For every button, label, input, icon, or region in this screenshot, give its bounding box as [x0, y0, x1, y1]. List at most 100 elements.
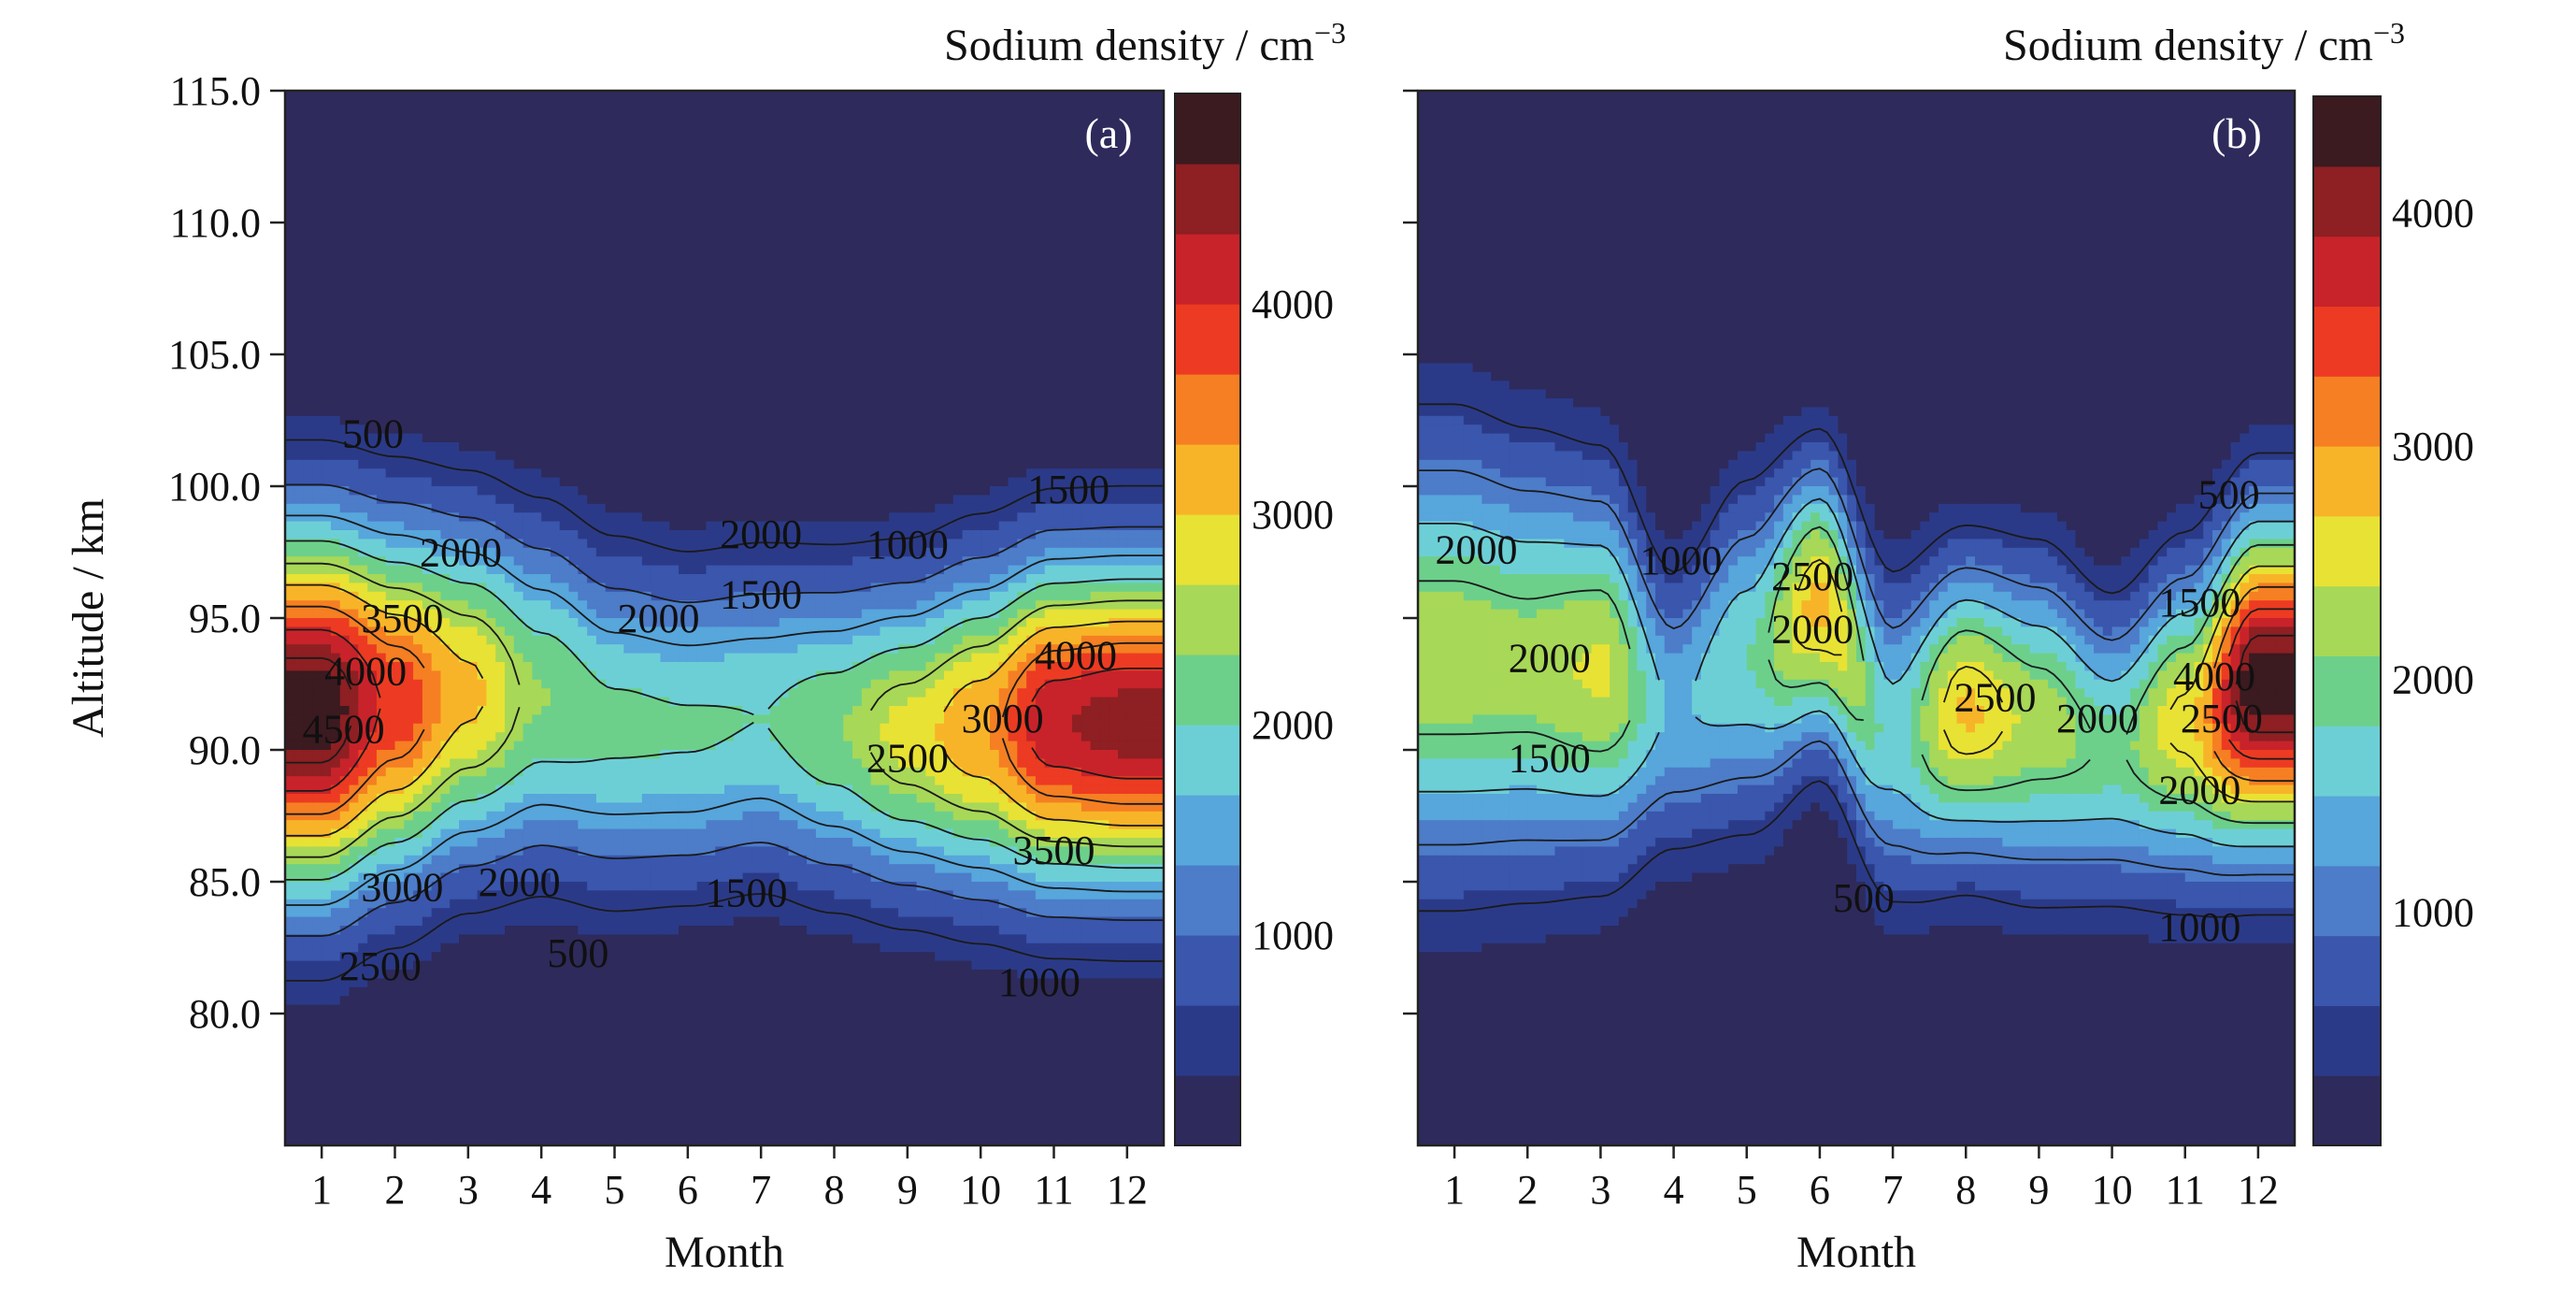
- heatmap-cell: [568, 583, 579, 593]
- heatmap-cell: [293, 890, 305, 900]
- heatmap-cell: [522, 960, 533, 971]
- heatmap-cell: [413, 609, 423, 619]
- heatmap-cell: [293, 293, 305, 303]
- heatmap-cell: [422, 838, 433, 847]
- heatmap-cell: [303, 662, 313, 671]
- heatmap-cell: [339, 1058, 351, 1067]
- heatmap-cell: [568, 882, 579, 891]
- heatmap-cell: [413, 838, 423, 847]
- heatmap-cell: [467, 503, 479, 513]
- heatmap-cell: [339, 354, 351, 364]
- heatmap-cell: [303, 249, 313, 259]
- heatmap-cell: [541, 556, 551, 567]
- heatmap-cell: [358, 890, 368, 900]
- heatmap-cell: [422, 310, 433, 320]
- heatmap-cell: [385, 310, 396, 320]
- heatmap-cell: [467, 899, 479, 909]
- heatmap-cell: [358, 644, 368, 655]
- heatmap-cell: [358, 389, 368, 399]
- heatmap-cell: [385, 960, 396, 971]
- heatmap-cell: [614, 125, 624, 136]
- heatmap-cell: [559, 521, 570, 531]
- heatmap-cell: [422, 899, 433, 909]
- heatmap-cell: [312, 926, 322, 935]
- heatmap-cell: [358, 424, 368, 435]
- heatmap-cell: [404, 117, 414, 127]
- heatmap-cell: [376, 301, 387, 311]
- heatmap-cell: [349, 960, 359, 971]
- heatmap-cell: [450, 697, 460, 707]
- heatmap-cell: [633, 257, 643, 267]
- heatmap-cell: [550, 108, 561, 118]
- heatmap-cell: [522, 530, 533, 540]
- heatmap-cell: [568, 143, 579, 153]
- heatmap-cell: [486, 1128, 496, 1138]
- heatmap-cell: [440, 583, 451, 593]
- heatmap-cell: [376, 741, 387, 751]
- heatmap-cell: [376, 143, 387, 153]
- heatmap-cell: [641, 187, 652, 197]
- heatmap-cell: [339, 882, 351, 891]
- heatmap-cell: [633, 1084, 643, 1094]
- heatmap-cell: [513, 1004, 524, 1014]
- heatmap-cell: [559, 301, 570, 311]
- heatmap-cell: [385, 239, 396, 250]
- heatmap-cell: [293, 767, 305, 777]
- heatmap-cell: [532, 609, 542, 619]
- heatmap-cell: [477, 714, 488, 725]
- heatmap-cell: [431, 1101, 442, 1111]
- heatmap-cell: [467, 354, 479, 364]
- heatmap-cell: [450, 1048, 460, 1058]
- heatmap-cell: [559, 926, 570, 935]
- heatmap-cell: [614, 741, 624, 751]
- heatmap-cell: [404, 1048, 414, 1058]
- heatmap-cell: [285, 776, 295, 786]
- heatmap-cell: [459, 99, 469, 109]
- heatmap-cell: [330, 371, 341, 381]
- heatmap-cell: [312, 960, 322, 971]
- heatmap-cell: [513, 723, 524, 733]
- heatmap-cell: [376, 609, 387, 619]
- heatmap-cell: [358, 407, 368, 417]
- heatmap-cell: [633, 512, 643, 523]
- heatmap-cell: [440, 706, 451, 715]
- heatmap-cell: [312, 547, 322, 557]
- heatmap-cell: [522, 301, 533, 311]
- heatmap-cell: [633, 723, 643, 733]
- heatmap-cell: [394, 108, 405, 118]
- heatmap-cell: [522, 565, 533, 575]
- heatmap-cell: [367, 1092, 378, 1102]
- heatmap-cell: [505, 767, 515, 777]
- heatmap-cell: [568, 653, 579, 663]
- heatmap-cell: [339, 960, 351, 971]
- heatmap-cell: [293, 459, 305, 469]
- heatmap-cell: [303, 732, 313, 742]
- heatmap-cell: [322, 239, 332, 250]
- heatmap-cell: [559, 1058, 570, 1067]
- heatmap-cell: [495, 1128, 506, 1138]
- heatmap-cell: [614, 1066, 624, 1076]
- heatmap-cell: [660, 337, 670, 347]
- heatmap-cell: [605, 223, 616, 232]
- heatmap-cell: [578, 872, 588, 883]
- heatmap-cell: [513, 451, 524, 461]
- heatmap-cell: [303, 741, 313, 751]
- heatmap-cell: [633, 301, 643, 311]
- heatmap-cell: [578, 161, 588, 171]
- heatmap-cell: [285, 565, 295, 575]
- heatmap-cell: [293, 363, 305, 373]
- heatmap-cell: [413, 363, 423, 373]
- heatmap-cell: [568, 151, 579, 162]
- heatmap-cell: [595, 442, 607, 452]
- heatmap-cell: [651, 828, 662, 839]
- heatmap-cell: [349, 345, 359, 355]
- heatmap-cell: [376, 714, 387, 725]
- heatmap-cell: [651, 1014, 662, 1023]
- heatmap-cell: [595, 644, 607, 655]
- heatmap-cell: [376, 600, 387, 611]
- heatmap-cell: [623, 135, 634, 144]
- heatmap-cell: [450, 820, 460, 830]
- heatmap-cell: [385, 442, 396, 452]
- heatmap-cell: [404, 794, 414, 803]
- heatmap-cell: [495, 117, 506, 127]
